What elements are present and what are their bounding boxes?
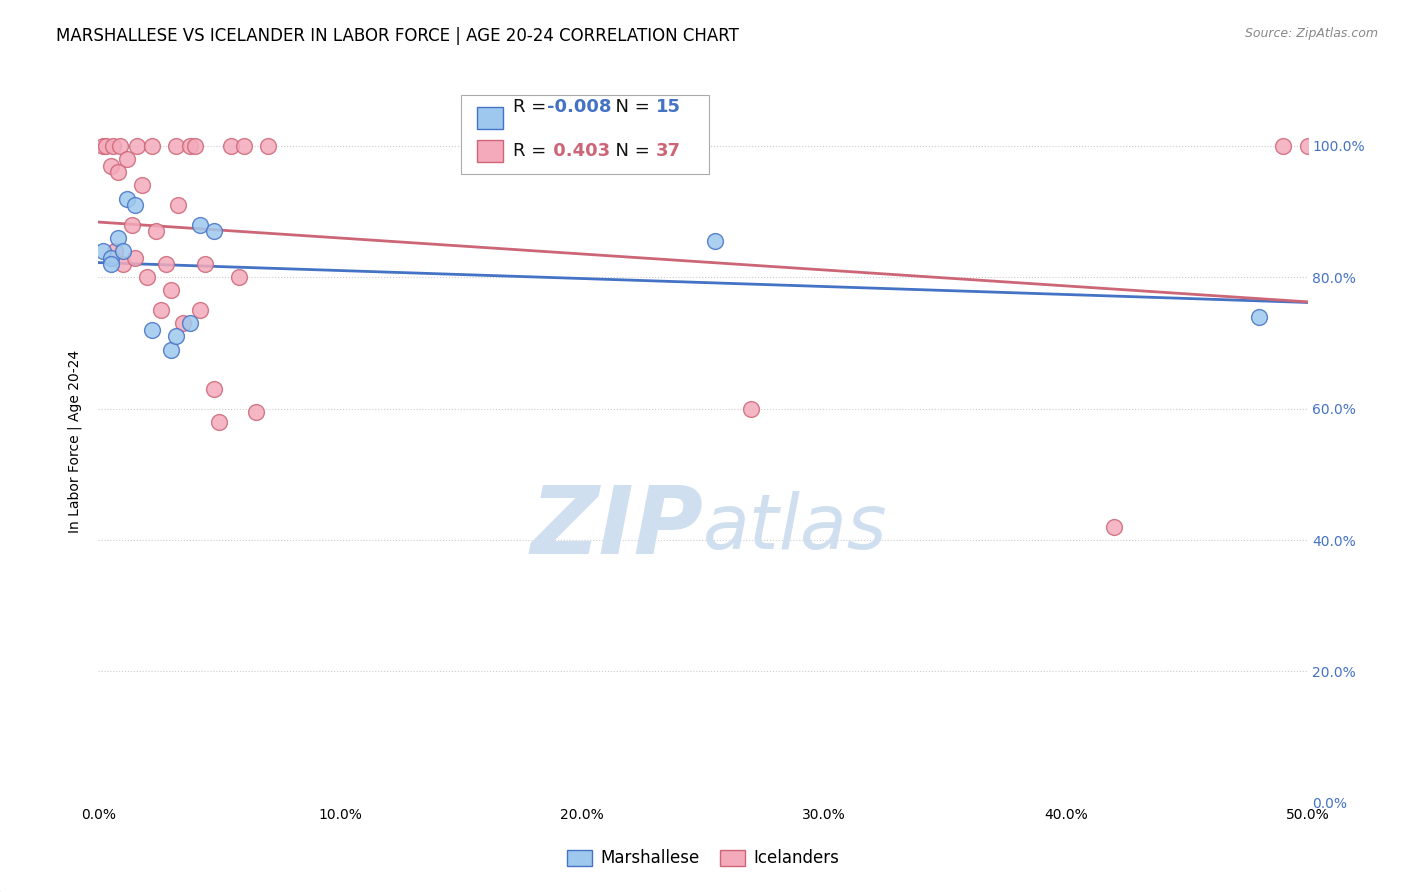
Text: R =: R =: [513, 98, 553, 116]
Point: [100, 251, 122, 265]
Point: [179, 316, 201, 330]
Point: [91, 244, 114, 258]
Point: [145, 224, 167, 238]
Text: 15: 15: [655, 98, 681, 116]
Text: 0.403: 0.403: [547, 142, 610, 160]
Point: [141, 323, 163, 337]
Point: [131, 178, 153, 193]
FancyBboxPatch shape: [461, 95, 709, 174]
Point: [704, 234, 727, 248]
Point: [1102, 520, 1125, 534]
Point: [165, 329, 187, 343]
Point: [101, 139, 124, 153]
Point: [94, 139, 117, 153]
FancyBboxPatch shape: [477, 140, 503, 162]
Text: ZIP: ZIP: [530, 483, 703, 574]
Point: [111, 257, 134, 271]
Point: [100, 257, 122, 271]
Text: atlas: atlas: [703, 491, 887, 566]
Point: [155, 257, 177, 271]
Legend: Marshallese, Icelanders: Marshallese, Icelanders: [561, 843, 845, 874]
Point: [165, 139, 187, 153]
Point: [204, 382, 226, 396]
Point: [117, 192, 139, 206]
Point: [104, 244, 127, 258]
Point: [91, 139, 114, 153]
Text: R =: R =: [513, 142, 553, 160]
Point: [117, 152, 139, 166]
Point: [141, 139, 163, 153]
Point: [245, 405, 267, 419]
Point: [111, 244, 134, 258]
Point: [188, 218, 211, 232]
Text: MARSHALLESE VS ICELANDER IN LABOR FORCE | AGE 20-24 CORRELATION CHART: MARSHALLESE VS ICELANDER IN LABOR FORCE …: [56, 27, 740, 45]
Point: [127, 139, 149, 153]
Point: [160, 284, 183, 298]
FancyBboxPatch shape: [477, 107, 503, 128]
Point: [160, 343, 183, 357]
Point: [121, 218, 143, 232]
Point: [124, 251, 146, 265]
Point: [167, 198, 190, 212]
Point: [232, 139, 254, 153]
Y-axis label: In Labor Force | Age 20-24: In Labor Force | Age 20-24: [67, 350, 83, 533]
Point: [108, 139, 131, 153]
Point: [1272, 139, 1295, 153]
Point: [100, 159, 122, 173]
Text: 37: 37: [655, 142, 681, 160]
Point: [208, 415, 231, 429]
Text: N =: N =: [603, 142, 655, 160]
Point: [135, 270, 157, 285]
Point: [150, 303, 173, 318]
Point: [204, 224, 226, 238]
Point: [221, 139, 243, 153]
Point: [1296, 139, 1319, 153]
Point: [228, 270, 250, 285]
Point: [172, 316, 194, 330]
Text: N =: N =: [603, 98, 655, 116]
Point: [256, 139, 278, 153]
Point: [124, 198, 146, 212]
Point: [107, 165, 129, 179]
Point: [184, 139, 207, 153]
Point: [107, 231, 129, 245]
Point: [1249, 310, 1271, 324]
Text: Source: ZipAtlas.com: Source: ZipAtlas.com: [1244, 27, 1378, 40]
Point: [179, 139, 201, 153]
Point: [188, 303, 211, 318]
Point: [740, 401, 762, 416]
Text: -0.008: -0.008: [547, 98, 612, 116]
Point: [194, 257, 217, 271]
